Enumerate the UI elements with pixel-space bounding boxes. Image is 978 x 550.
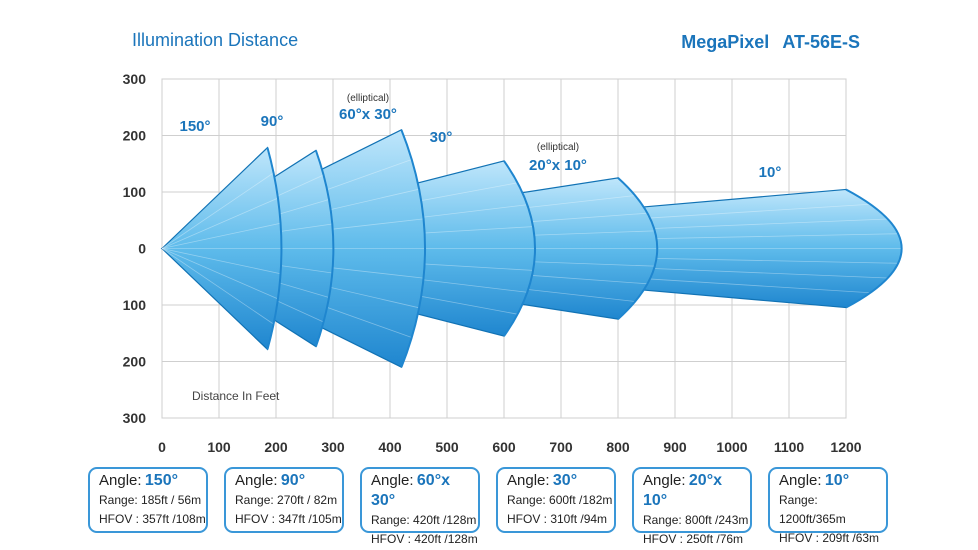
- chart-title: Illumination Distance: [132, 30, 299, 50]
- y-tick-label: 200: [123, 128, 147, 144]
- range-text: Range: 600ft /182m: [507, 493, 613, 507]
- x-axis-ticks: 0 100 200 300 400 500 600 700 800 900 1000 1100 1200: [158, 439, 862, 455]
- beam-ray: [161, 197, 279, 249]
- y-tick-label: 300: [123, 71, 147, 87]
- x-tick-label: 1000: [716, 439, 747, 455]
- x-tick-label: 100: [207, 439, 231, 455]
- angle-label: Angle:: [507, 472, 550, 489]
- x-tick-label: 1200: [830, 439, 861, 455]
- angle-value: 90°: [280, 472, 306, 489]
- x-tick-label: 500: [435, 439, 459, 455]
- beam-note-label: (elliptical): [347, 93, 389, 104]
- range-text: Range: 1200ft/365m: [779, 493, 846, 526]
- range-text: Range: 420ft /128m: [371, 513, 477, 527]
- beam-arc: [503, 160, 536, 337]
- beam-1: [161, 146, 283, 351]
- y-tick-label: 100: [123, 184, 147, 200]
- hfov-text: HFOV : 420ft /128m: [371, 532, 478, 546]
- spec-card: Angle: 90° Range: 270ft / 82m HFOV : 347…: [224, 467, 344, 533]
- x-tick-label: 0: [158, 439, 166, 455]
- beam-angle-label: 60°x 30°: [339, 106, 397, 123]
- x-tick-label: 700: [549, 439, 573, 455]
- hfov-text: HFOV : 347ft /105m: [235, 512, 342, 526]
- hfov-text: HFOV : 357ft /108m: [99, 512, 206, 526]
- angle-value: 30°: [552, 472, 578, 489]
- model-name: AT-56E-S: [782, 32, 860, 52]
- beam-angle-label: 30°: [430, 129, 453, 146]
- y-tick-label: 0: [138, 241, 146, 257]
- spec-card: Angle: 20°x 10° Range: 800ft /243m HFOV …: [632, 467, 752, 546]
- range-text: Range: 270ft / 82m: [235, 493, 338, 507]
- x-tick-label: 800: [606, 439, 630, 455]
- beam-angle-label: 90°: [261, 113, 284, 130]
- beam-arc: [266, 147, 283, 350]
- angle-label: Angle:: [643, 472, 686, 489]
- x-tick-label: 400: [378, 439, 402, 455]
- x-tick-label: 1100: [774, 439, 805, 455]
- beam-note-label: (elliptical): [537, 142, 579, 153]
- angle-value: 10°: [824, 472, 850, 489]
- spec-card: Angle: 150° Range: 185ft / 56m HFOV : 35…: [88, 467, 208, 533]
- x-tick-label: 300: [321, 439, 345, 455]
- beam-arc: [617, 177, 659, 320]
- axis-note: Distance In Feet: [192, 389, 280, 403]
- angle-value: 20°x 10°: [643, 472, 722, 509]
- beam-arc: [314, 150, 335, 347]
- brand-name: MegaPixel: [681, 32, 770, 52]
- beam-ray: [161, 172, 274, 249]
- x-tick-label: 900: [663, 439, 687, 455]
- spec-card: Angle: 30° Range: 600ft /182m HFOV : 310…: [496, 467, 616, 533]
- angle-value: 60°x 30°: [371, 472, 450, 509]
- beam-arc: [845, 188, 903, 309]
- beam-ray: [161, 248, 274, 325]
- spec-card: Angle: 60°x 30° Range: 420ft /128m HFOV …: [360, 467, 480, 546]
- angle-label: Angle:: [371, 472, 414, 489]
- beam-labels: 150° 90° 60°x 30° (elliptical) 30° 20°x 10° (e…: [179, 93, 781, 181]
- angle-label: Angle:: [99, 472, 142, 489]
- illumination-chart: 0 100 200 300 400 500 600 700 800 900 1000 1100 1200…: [123, 71, 903, 455]
- beam-angle-label: 20°x 10°: [529, 157, 587, 174]
- beam-series: [160, 129, 903, 368]
- x-tick-label: 600: [492, 439, 516, 455]
- beam-ray: [161, 248, 279, 300]
- range-text: Range: 185ft / 56m: [99, 493, 202, 507]
- y-axis-ticks: 300 200 100 0 100 200 300: [123, 71, 147, 426]
- beam-ray: [161, 222, 281, 249]
- angle-value: 150°: [144, 472, 178, 489]
- beam-angle-label: 10°: [759, 164, 782, 181]
- hfov-text: HFOV : 250ft /76m: [643, 532, 744, 546]
- product-name: MegaPixel AT-56E-S: [681, 32, 860, 53]
- hfov-text: HFOV : 209ft /63m: [779, 531, 880, 545]
- y-tick-label: 100: [123, 297, 147, 313]
- spec-card: Angle: 10° Range: 1200ft/365m HFOV : 209…: [768, 467, 888, 545]
- angle-label: Angle:: [779, 472, 822, 489]
- beam-ray: [161, 248, 281, 275]
- beam-arc: [400, 129, 427, 368]
- angle-label: Angle:: [235, 472, 278, 489]
- beam-angle-label: 150°: [179, 118, 210, 135]
- x-tick-label: 200: [264, 439, 288, 455]
- y-tick-label: 300: [123, 410, 147, 426]
- spec-cards: Angle: 150° Range: 185ft / 56m HFOV : 35…: [88, 467, 888, 546]
- range-text: Range: 800ft /243m: [643, 513, 749, 527]
- y-tick-label: 200: [123, 354, 147, 370]
- hfov-text: HFOV : 310ft /94m: [507, 512, 608, 526]
